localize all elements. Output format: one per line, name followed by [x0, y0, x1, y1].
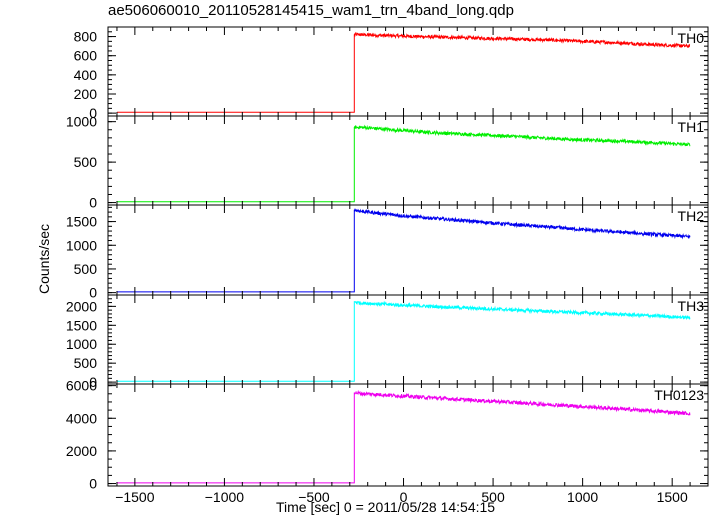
x-tick-label: 0 [400, 489, 408, 505]
y-tick-label: 0 [89, 195, 97, 211]
panel-th2: 0 500 1000 1500 TH2 [66, 204, 709, 301]
chart-title: ae506060010_20110528145415_wam1_trn_4ban… [108, 2, 514, 19]
y-tick-label: 1000 [66, 237, 97, 253]
y-tick-label: 0 [89, 476, 97, 492]
y-tick-label: 500 [74, 154, 98, 170]
y-tick-label: 6000 [66, 378, 97, 394]
panel-frame [107, 383, 709, 487]
panel-label-th2: TH2 [678, 208, 705, 224]
y-tick-label: 400 [74, 67, 98, 83]
x-tick-label: 500 [481, 489, 505, 505]
panel-label-th0123: TH0123 [654, 387, 704, 403]
panel-label-th0: TH0 [678, 30, 705, 46]
panel-th0123: 0 2000 4000 6000 TH0123 [66, 378, 709, 492]
panel-th3: 0 500 1000 1500 2000 TH3 [66, 294, 709, 390]
y-tick-label: 600 [74, 48, 98, 64]
y-tick-label: 1000 [66, 336, 97, 352]
y-tick-label: 1000 [66, 114, 97, 130]
series-line-th0123 [117, 389, 691, 484]
y-tick-label: 2000 [66, 443, 97, 459]
y-tick-label: 0 [89, 105, 97, 121]
x-tick-label: −1000 [205, 489, 245, 505]
y-tick-label: 2000 [66, 298, 97, 314]
y-tick-label: 0 [89, 374, 97, 390]
panel-label-th3: TH3 [678, 298, 705, 314]
x-tick-label: −500 [298, 489, 330, 505]
series-line-th2 [117, 208, 691, 293]
series-line-th1 [117, 124, 691, 203]
y-tick-label: 500 [74, 261, 98, 277]
panel-frame [107, 294, 709, 385]
y-tick-label: 4000 [66, 410, 97, 426]
panel-th1: 0 500 1000 TH1 [66, 114, 709, 211]
panel-th0: 0 200 400 600 800 TH0 [74, 26, 709, 121]
y-tick-label: 200 [74, 86, 98, 102]
y-tick-label: 500 [74, 355, 98, 371]
y-tick-label: 1500 [66, 214, 97, 230]
x-tick-label: 1000 [567, 489, 598, 505]
series-line-th3 [117, 300, 691, 382]
panel-label-th1: TH1 [678, 119, 705, 135]
series-line-th0 [117, 31, 691, 113]
x-tick-label: −1500 [115, 489, 155, 505]
y-tick-label: 0 [89, 285, 97, 301]
y-tick-label: 1500 [66, 317, 97, 333]
y-tick-label: 800 [74, 29, 98, 45]
x-axis-label: Time [sec] 0 = 2011/05/28 14:54:15 [276, 499, 496, 515]
x-tick-label: 1500 [657, 489, 688, 505]
